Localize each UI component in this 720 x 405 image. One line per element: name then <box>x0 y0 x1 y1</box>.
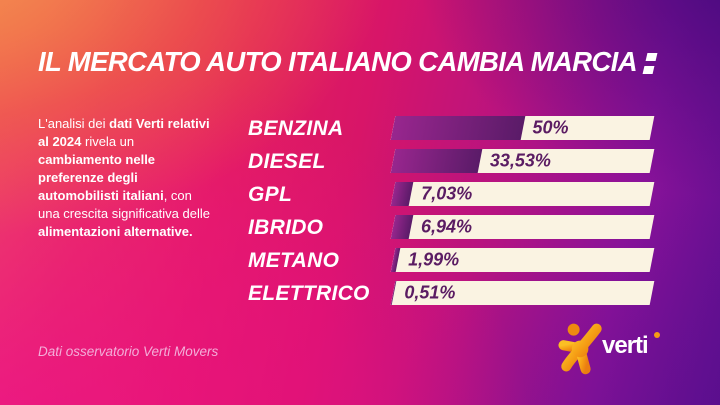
bar-value-layer: 33,53% <box>393 149 652 173</box>
bar-row-benzina: BENZINA 50% <box>248 112 660 145</box>
intro-text-bold: dati Verti relativi al 2024 <box>38 116 210 149</box>
star-person-icon <box>558 323 602 375</box>
page-title-text: IL MERCATO AUTO ITALIANO CAMBIA MARCIA <box>38 46 638 77</box>
bar-value: 50% <box>532 117 569 138</box>
bar-row-elettrico: ELETTRICO 0,51% <box>248 277 660 310</box>
bar-label: METANO <box>248 248 340 272</box>
bar-value: 7,03% <box>421 183 473 204</box>
bar-value: 6,94% <box>420 216 473 237</box>
bar-value: 1,99% <box>408 249 460 270</box>
page-title: IL MERCATO AUTO ITALIANO CAMBIA MARCIA : <box>38 46 658 78</box>
bar-label: IBRIDO <box>248 215 324 239</box>
intro-text: L'analisi dei <box>38 116 110 131</box>
bar-value-layer: 0,51% <box>393 281 652 305</box>
bar-row-metano: METANO 1,99% <box>248 244 660 277</box>
bar-label: DIESEL <box>248 149 326 173</box>
logo-wordmark: verti <box>602 332 649 359</box>
intro-text: , con una crescita significativa delle <box>38 188 210 221</box>
bar-value-layer: 50% <box>393 116 652 140</box>
intro-text: rivela un <box>81 134 135 149</box>
bar-value-layer: 1,99% <box>393 248 652 272</box>
bar-row-ibrido: IBRIDO 6,94% <box>248 211 660 244</box>
intro-text-bold: alimentazioni alternative. <box>38 224 193 239</box>
bar-row-gpl: GPL 7,03% <box>248 178 660 211</box>
intro-paragraph: L'analisi dei dati Verti relativi al 202… <box>38 115 216 241</box>
bar-value: 0,51% <box>404 282 456 303</box>
bar-value: 33,53% <box>489 150 551 171</box>
source-note: Dati osservatorio Verti Movers <box>38 344 219 359</box>
bar-value-layer: 7,03% <box>393 182 652 206</box>
bar-label: ELETTRICO <box>248 281 370 305</box>
brand-colon-icon: : <box>642 52 658 74</box>
logo-i-dot-icon <box>654 332 660 338</box>
verti-logo: verti <box>558 318 678 380</box>
bar-label: GPL <box>248 182 293 206</box>
bar-label: BENZINA <box>248 116 344 140</box>
intro-text-bold: cambiamento nelle preferenze degli autom… <box>38 152 164 203</box>
bar-value-layer: 6,94% <box>393 215 652 239</box>
bar-row-diesel: DIESEL 33,53% <box>248 145 660 178</box>
fuel-share-bar-chart: BENZINA 50% DIESEL 33,53% GPL 7,03% <box>248 112 660 310</box>
